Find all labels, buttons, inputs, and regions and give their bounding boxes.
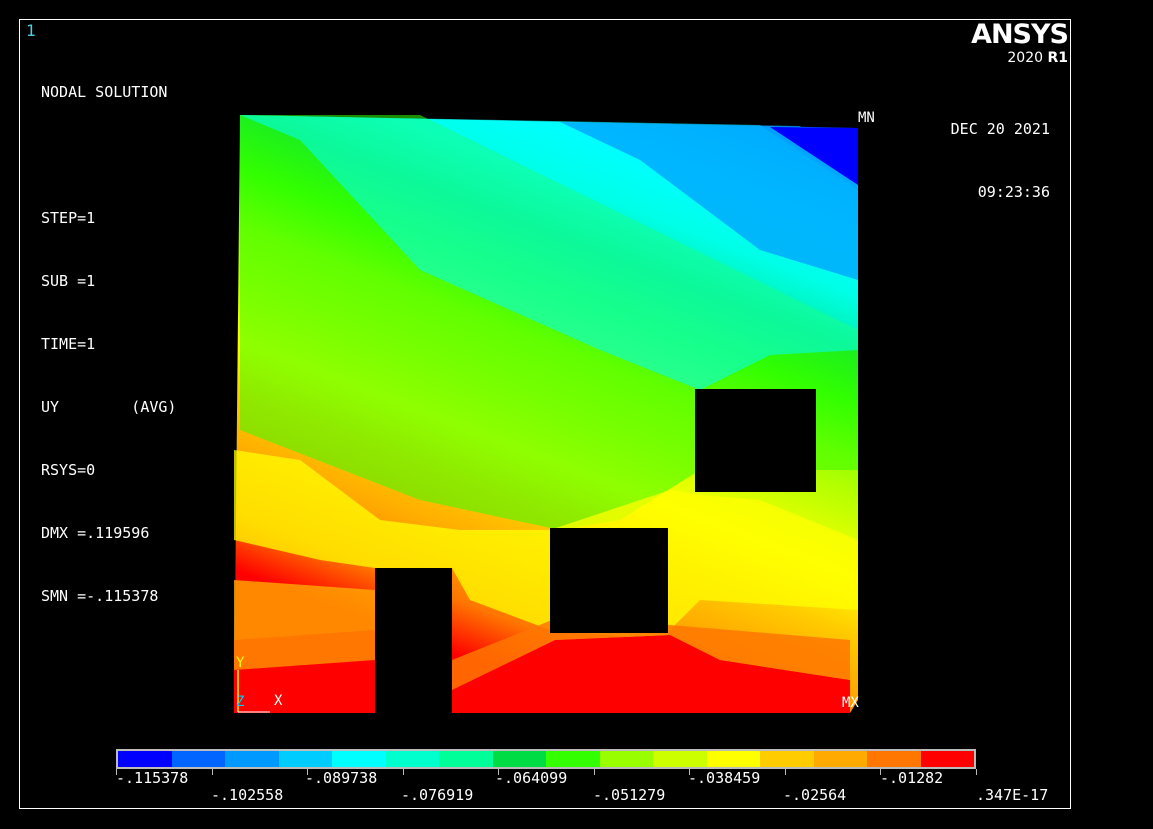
- band-orange-right: [452, 620, 850, 690]
- date-text: DEC 20 2021: [950, 120, 1050, 138]
- info-line: TIME=1: [41, 335, 96, 353]
- legend-label: -.038459: [688, 769, 761, 787]
- legend-tick: [593, 769, 595, 775]
- legend-swatch: [332, 751, 386, 767]
- band-red-left: [234, 660, 375, 713]
- legend-swatch: [813, 751, 867, 767]
- legend-swatch: [225, 751, 279, 767]
- min-marker: MN: [858, 110, 875, 126]
- legend-label: .347E-17: [976, 786, 1049, 804]
- timestamp: DEC 20 2021 09:23:36: [951, 77, 1050, 224]
- band-yellow: [234, 450, 858, 640]
- info-line: DMX =.119596: [41, 524, 150, 542]
- graphics-window-frame: [19, 19, 1071, 809]
- time-text: 09:23:36: [977, 183, 1050, 201]
- logo-release: R1: [1047, 50, 1068, 66]
- window-number: 1: [26, 21, 36, 40]
- legend-tick: [211, 769, 213, 775]
- info-line: RSYS=0: [41, 461, 96, 479]
- info-line: SMN =-.115378: [41, 587, 159, 605]
- legend-swatch: [653, 751, 707, 767]
- legend-swatch: [118, 751, 172, 767]
- legend-swatch: [867, 751, 921, 767]
- legend-tick: [307, 769, 309, 775]
- info-line: STEP=1: [41, 209, 96, 227]
- logo-brand: ANSYS: [971, 19, 1069, 50]
- legend-swatch: [492, 751, 546, 767]
- legend-label: -.089738: [305, 769, 378, 787]
- legend-label: -.115378: [116, 769, 189, 787]
- band-sky: [560, 122, 858, 280]
- legend-tick: [498, 769, 500, 775]
- axis-z-label: Z: [236, 694, 245, 710]
- info-line: UY (AVG): [41, 398, 177, 416]
- color-legend-bar: [116, 749, 976, 769]
- legend-label: -.076919: [401, 786, 474, 804]
- legend-swatch: [546, 751, 600, 767]
- legend-label: -.02564: [783, 786, 847, 804]
- legend-swatch: [920, 751, 974, 767]
- hole-center: [550, 528, 668, 633]
- axis-y-label: Y: [236, 655, 245, 671]
- info-line: SUB =1: [41, 272, 96, 290]
- legend-label: -.01282: [880, 769, 944, 787]
- legend-tick: [976, 769, 977, 775]
- legend-swatch: [599, 751, 653, 767]
- legend-tick: [689, 769, 691, 775]
- axis-x-label: X: [274, 693, 283, 709]
- hole-left: [375, 568, 452, 714]
- legend-swatch: [278, 751, 332, 767]
- logo-version-year: 2020: [1007, 50, 1044, 66]
- legend-tick: [116, 769, 117, 775]
- legend-label: -.064099: [495, 769, 568, 787]
- solution-info-block: NODAL SOLUTION STEP=1 SUB =1 TIME=1 UY (…: [41, 40, 176, 628]
- legend-label: -.102558: [211, 786, 284, 804]
- legend-swatch: [385, 751, 439, 767]
- ansys-logo: ANSYS 2020 R1: [971, 19, 1069, 67]
- legend-swatch: [760, 751, 814, 767]
- logo-version: 2020 R1: [971, 50, 1068, 66]
- max-marker: MX: [842, 695, 859, 711]
- band-red-right: [452, 635, 850, 713]
- legend-swatch: [439, 751, 493, 767]
- info-line: NODAL SOLUTION: [41, 83, 168, 101]
- band-blue: [770, 127, 858, 185]
- legend-swatch: [171, 751, 225, 767]
- legend-tick: [402, 769, 404, 775]
- legend-label: -.051279: [593, 786, 666, 804]
- legend-swatch: [706, 751, 760, 767]
- legend-tick: [880, 769, 882, 775]
- legend-tick: [784, 769, 786, 775]
- hole-right: [695, 389, 816, 492]
